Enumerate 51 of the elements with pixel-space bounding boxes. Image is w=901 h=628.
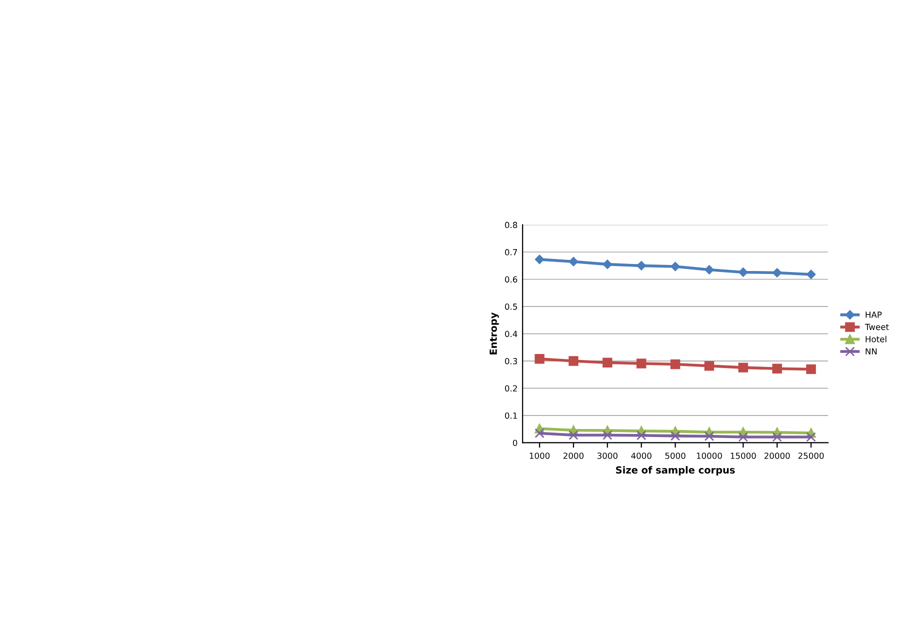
point	[670, 431, 680, 441]
point	[534, 254, 544, 264]
point	[602, 430, 612, 440]
point	[636, 430, 646, 440]
x-tick-label: 1000	[530, 452, 550, 459]
point	[568, 356, 578, 366]
x-tick-label: 5000	[665, 452, 686, 459]
point	[636, 261, 646, 270]
y-tick-label: 0.5	[505, 304, 517, 310]
x-tick-label: 20000	[764, 452, 790, 459]
point	[806, 432, 816, 442]
x-tick-label: 15000	[730, 452, 756, 459]
point	[806, 270, 816, 280]
point	[772, 364, 782, 374]
point	[772, 432, 782, 442]
x-tick-label: 2000	[563, 452, 584, 459]
point	[534, 428, 544, 438]
y-axis-title: Entropy	[490, 312, 499, 354]
x-tick-label: 3000	[597, 452, 618, 459]
legend-label: HAP	[866, 312, 882, 318]
y-tick-label: 0	[512, 440, 518, 446]
legend-label: NN	[866, 348, 877, 354]
point	[704, 431, 714, 442]
y-tick-label: 0.6	[505, 276, 518, 283]
point	[602, 358, 612, 368]
y-tick-label: 0.3	[505, 358, 518, 364]
x-tick-label: 10000	[696, 452, 722, 459]
point	[738, 432, 748, 442]
y-tick-label: 0.4	[505, 330, 518, 338]
point	[568, 256, 578, 266]
point	[670, 262, 680, 272]
legend-label: Hotel	[866, 336, 886, 342]
point	[568, 430, 578, 440]
y-tick-label: 0.2	[505, 385, 517, 392]
x-tick-label: 4000	[631, 452, 652, 459]
y-tick-label: 0.1	[505, 412, 517, 419]
point	[704, 361, 714, 371]
point	[772, 268, 782, 278]
point	[670, 359, 680, 370]
legend-label: Tweet	[864, 324, 889, 330]
point	[602, 260, 612, 269]
x-tick-label: 25000	[798, 452, 824, 459]
point	[636, 358, 646, 368]
x-axis-title: Size of sample corpus	[616, 466, 735, 476]
point	[704, 265, 714, 274]
y-tick-label: 0.8	[505, 222, 518, 228]
point	[738, 268, 748, 277]
point	[738, 362, 748, 372]
point	[806, 364, 816, 374]
point	[534, 354, 544, 364]
y-tick-label: 0.7	[505, 249, 518, 256]
